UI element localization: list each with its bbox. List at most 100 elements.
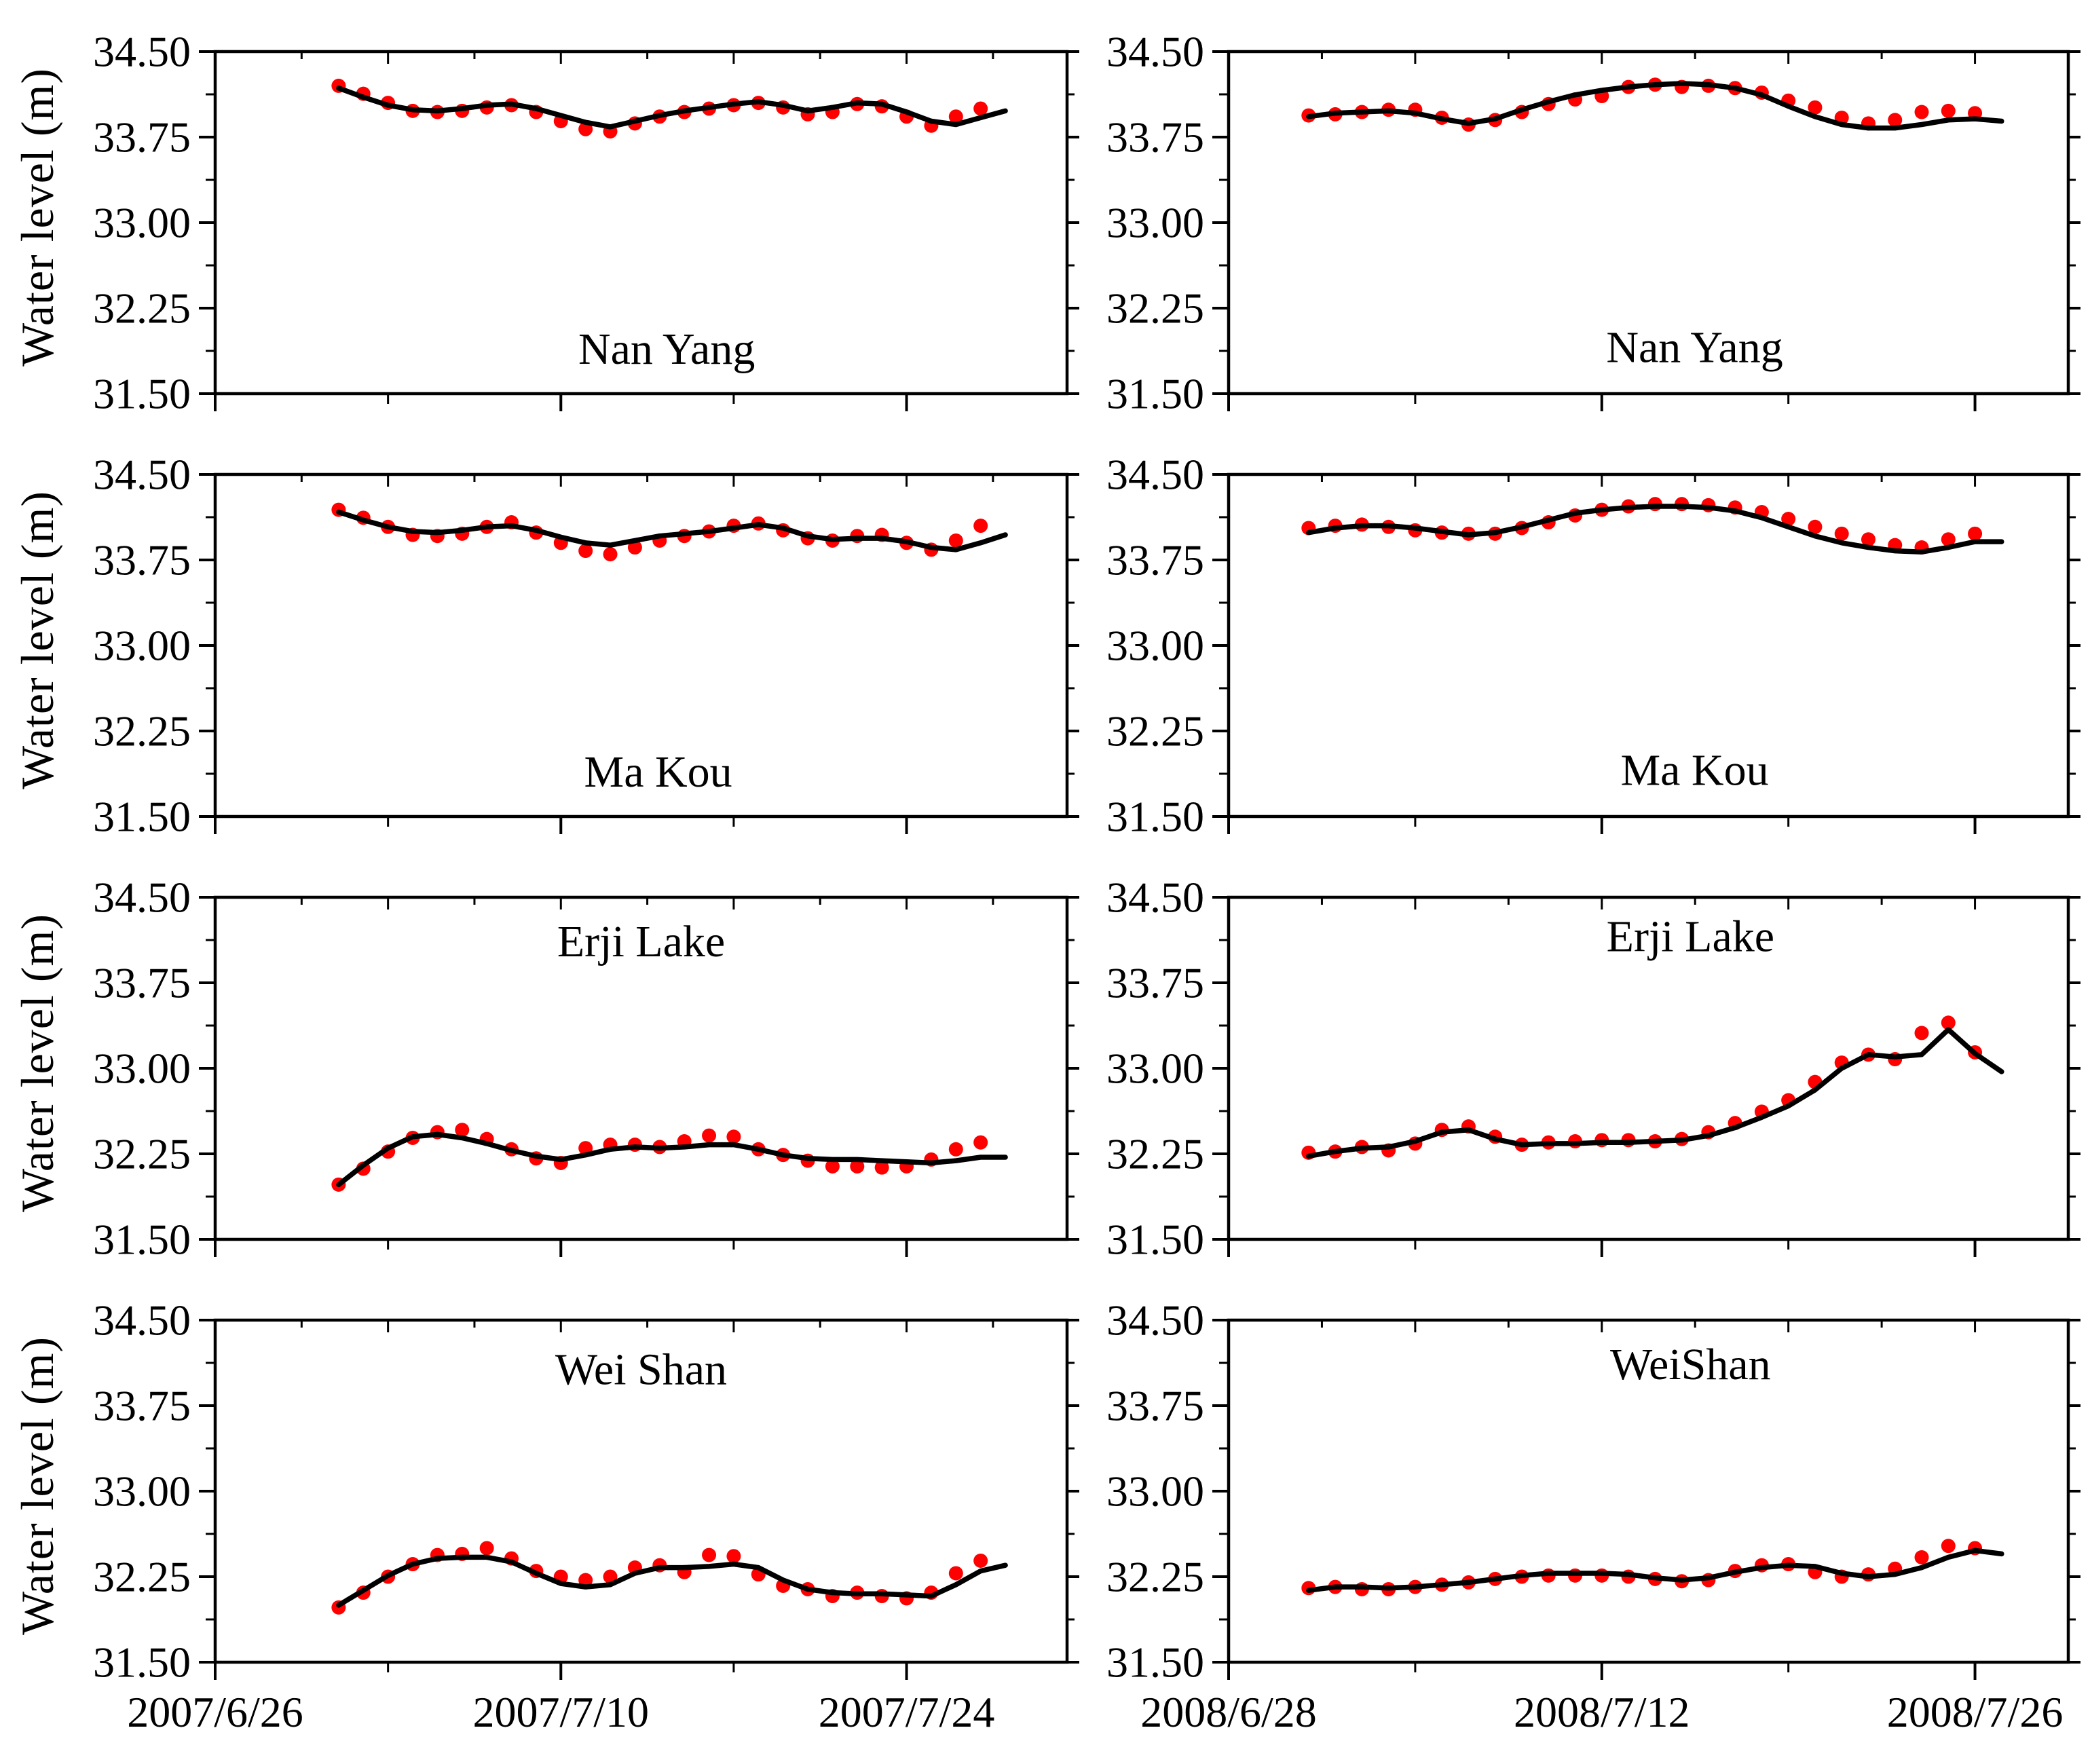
observed-point (479, 1541, 494, 1556)
observed-point (1861, 532, 1876, 547)
observed-point (825, 1159, 840, 1174)
observed-point (726, 1549, 741, 1564)
simulated-series (1306, 81, 2004, 131)
observed-point (1914, 1550, 1929, 1564)
axes: 34.50 33.75 33.00 32.25 31.50 (93, 28, 1079, 418)
observed-point (627, 540, 642, 555)
observed-point (973, 1553, 988, 1568)
station-title: Erji Lake (1607, 912, 1774, 961)
x-tick-label: 2008/6/28 (1140, 1688, 1317, 1736)
y-tick-label: 32.25 (93, 284, 191, 333)
y-tick-label: 33.75 (93, 536, 191, 584)
y-tick-label: 33.00 (93, 1045, 191, 1093)
observed-series (331, 1541, 988, 1615)
y-tick-label: 33.75 (1106, 959, 1204, 1007)
y-tick-label: 31.50 (1106, 793, 1204, 841)
observed-series (1301, 1015, 1983, 1160)
chart-makou-2007: 34.50 33.75 33.00 32.25 31.50 Ma Kou (0, 447, 1098, 918)
observed-point (603, 547, 618, 562)
observed-point (948, 533, 963, 548)
chart-makou-2008-canvas: 34.50 33.75 33.00 32.25 31.50 Ma Kou (1106, 451, 2080, 841)
y-tick-label: 32.25 (93, 707, 191, 755)
y-tick-label: 33.00 (93, 199, 191, 247)
y-tick-label: 34.50 (93, 451, 191, 499)
chart-nanyang-2007: 34.50 33.75 33.00 32.25 31.50 Nan Yang (0, 24, 1098, 495)
y-tick-label: 33.75 (93, 1382, 191, 1430)
x-tick-label: 2007/7/10 (472, 1688, 649, 1736)
station-title: Nan Yang (1606, 322, 1783, 372)
observed-point (1808, 519, 1823, 534)
observed-point (1914, 1026, 1929, 1040)
observed-point (1808, 100, 1823, 115)
observed-point (578, 121, 593, 136)
y-tick-label: 33.75 (93, 113, 191, 162)
chart-weishan-2007: 34.50 33.75 33.00 32.25 31.50 2007/6/26 2007/7… (0, 1293, 1098, 1764)
chart-nanyang-2008: 34.50 33.75 33.00 32.25 31.50 Nan Yang (1011, 24, 2090, 495)
y-tick-label: 32.25 (1106, 1130, 1204, 1178)
observed-point (948, 1142, 963, 1157)
observed-point (1941, 1539, 1956, 1554)
y-tick-label: 34.50 (93, 874, 191, 922)
chart-weishan-2008: 34.50 33.75 33.00 32.25 31.50 2008/6/28 2008/7… (1011, 1293, 2090, 1764)
observed-point (948, 109, 963, 124)
y-tick-label: 32.25 (1106, 1553, 1204, 1601)
observed-point (948, 1566, 963, 1581)
x-tick-label: 2008/7/26 (1887, 1688, 2064, 1736)
observed-point (1781, 512, 1796, 527)
x-tick-label: 2008/7/12 (1514, 1688, 1690, 1736)
y-tick-label: 33.00 (1106, 199, 1204, 247)
simulated-series (336, 86, 1008, 130)
chart-nanyang-2008-canvas: 34.50 33.75 33.00 32.25 31.50 Nan Yang (1106, 28, 2080, 418)
y-tick-label: 33.00 (1106, 1045, 1204, 1093)
observed-point (973, 1135, 988, 1150)
y-tick-label: 34.50 (93, 1296, 191, 1345)
y-tick-label: 31.50 (93, 1216, 191, 1264)
observed-point (1914, 105, 1929, 119)
observed-point (874, 1160, 889, 1175)
y-tick-label: 32.25 (1106, 707, 1204, 755)
y-tick-label: 32.25 (1106, 284, 1204, 333)
simulated-series (1306, 504, 2004, 555)
y-tick-label: 34.50 (93, 28, 191, 76)
station-title: Ma Kou (1620, 745, 1768, 795)
y-tick-label: 31.50 (1106, 1638, 1204, 1687)
chart-makou-2007-canvas: 34.50 33.75 33.00 32.25 31.50 Ma Kou (93, 451, 1079, 841)
y-tick-label: 31.50 (93, 1638, 191, 1687)
axes: 34.50 33.75 33.00 32.25 31.50 (93, 451, 1079, 841)
simulated-series (336, 1131, 1008, 1188)
observed-point (1834, 526, 1849, 541)
chart-nanyang-2007-canvas: 34.50 33.75 33.00 32.25 31.50 Nan Yang (93, 28, 1079, 418)
observed-point (578, 544, 593, 559)
station-title: Wei Shan (555, 1345, 727, 1395)
observed-point (726, 1129, 741, 1144)
y-tick-label: 33.75 (1106, 536, 1204, 584)
y-tick-label: 31.50 (1106, 1216, 1204, 1264)
simulated-series (336, 1554, 1008, 1608)
chart-erjilake-2008-canvas: 34.50 33.75 33.00 32.25 31.50 Erji Lake (1106, 874, 2080, 1264)
station-title: WeiShan (1610, 1340, 1771, 1389)
observed-point (1941, 103, 1956, 118)
observed-point (455, 1123, 470, 1138)
simulated-series (1306, 1547, 2004, 1593)
y-tick-label: 34.50 (1106, 28, 1204, 76)
y-tick-label: 33.00 (1106, 622, 1204, 670)
y-tick-label: 31.50 (93, 793, 191, 841)
y-tick-label: 31.50 (93, 370, 191, 418)
y-tick-label: 33.75 (93, 959, 191, 1007)
x-tick-label: 2007/7/24 (819, 1688, 995, 1736)
y-tick-label: 34.50 (1106, 451, 1204, 499)
observed-point (702, 1547, 717, 1562)
observed-point (1888, 113, 1903, 128)
y-tick-label: 32.25 (93, 1553, 191, 1601)
chart-erjilake-2008: 34.50 33.75 33.00 32.25 31.50 Erji Lake (1011, 870, 2090, 1341)
observed-point (702, 1128, 717, 1143)
chart-erjilake-2007-canvas: 34.50 33.75 33.00 32.25 31.50 Erji Lake (93, 874, 1079, 1264)
observed-point (973, 101, 988, 116)
simulated-series (336, 509, 1008, 552)
y-tick-label: 34.50 (1106, 1296, 1204, 1345)
axes: 34.50 33.75 33.00 32.25 31.50 (1106, 28, 2080, 418)
y-tick-label: 31.50 (1106, 370, 1204, 418)
y-tick-label: 33.00 (93, 1467, 191, 1516)
